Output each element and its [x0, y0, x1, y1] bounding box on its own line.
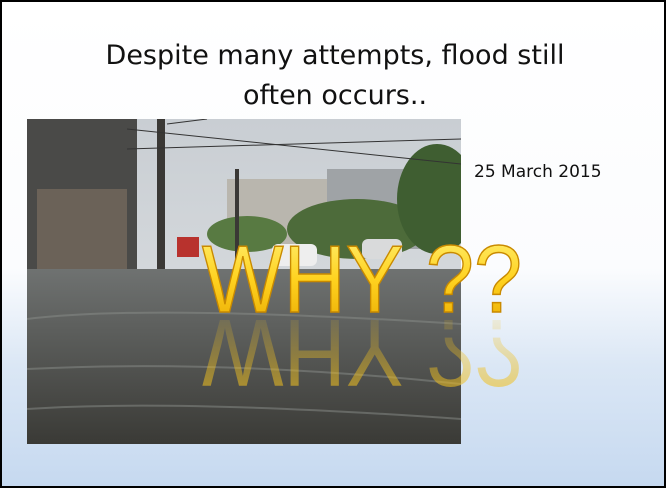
slide: Despite many attempts, flood still often…: [0, 0, 666, 488]
why-overlay-layer: WHY ?? WHY ??: [2, 2, 664, 486]
why-reflection: WHY ??: [202, 299, 522, 406]
